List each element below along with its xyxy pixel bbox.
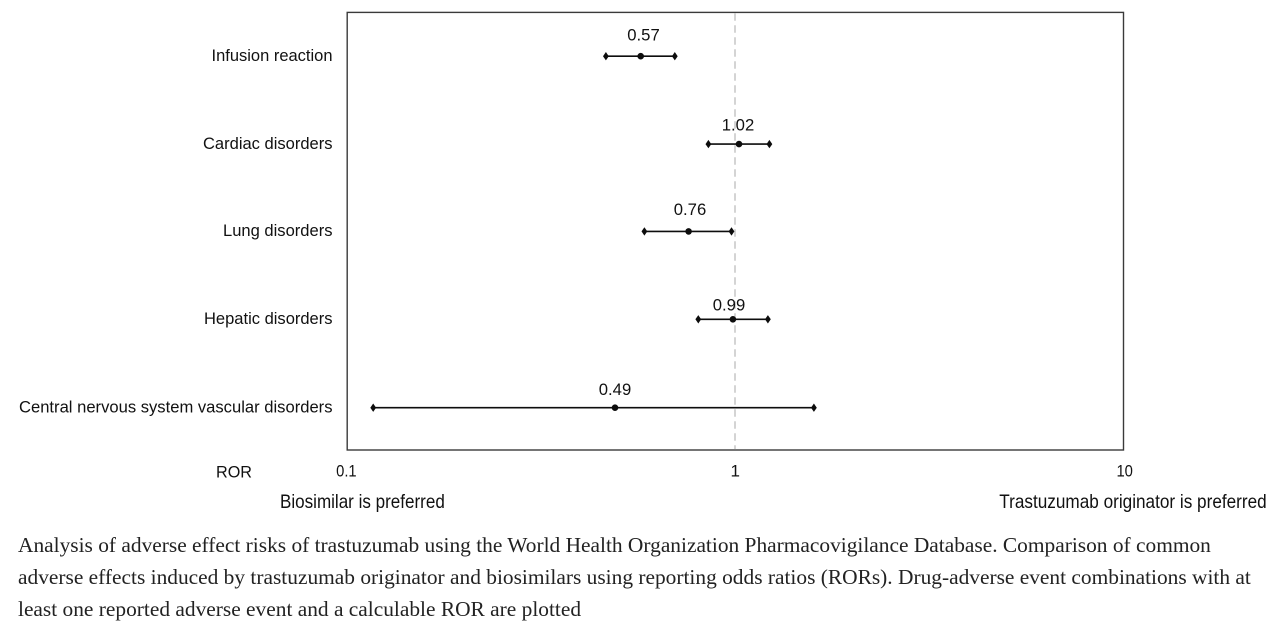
svg-text:Hepatic disorders: Hepatic disorders [204, 310, 333, 328]
svg-text:Trastuzumab originator is pref: Trastuzumab originator is preferred [999, 491, 1266, 513]
svg-text:Central nervous system vascula: Central nervous system vascular disorder… [19, 399, 333, 417]
svg-text:10: 10 [1116, 461, 1133, 480]
svg-text:ROR: ROR [216, 462, 252, 481]
svg-text:0.49: 0.49 [599, 380, 632, 399]
svg-text:0.99: 0.99 [713, 296, 746, 315]
svg-text:Biosimilar is preferred: Biosimilar is preferred [280, 491, 445, 513]
svg-text:Lung disorders: Lung disorders [223, 222, 333, 240]
svg-text:1.02: 1.02 [722, 115, 755, 134]
svg-text:Cardiac disorders: Cardiac disorders [203, 135, 333, 153]
svg-text:Infusion reaction: Infusion reaction [212, 47, 333, 65]
svg-text:1: 1 [730, 461, 739, 480]
svg-text:0.1: 0.1 [336, 461, 357, 480]
svg-text:0.76: 0.76 [674, 200, 707, 219]
svg-text:0.57: 0.57 [627, 25, 660, 44]
